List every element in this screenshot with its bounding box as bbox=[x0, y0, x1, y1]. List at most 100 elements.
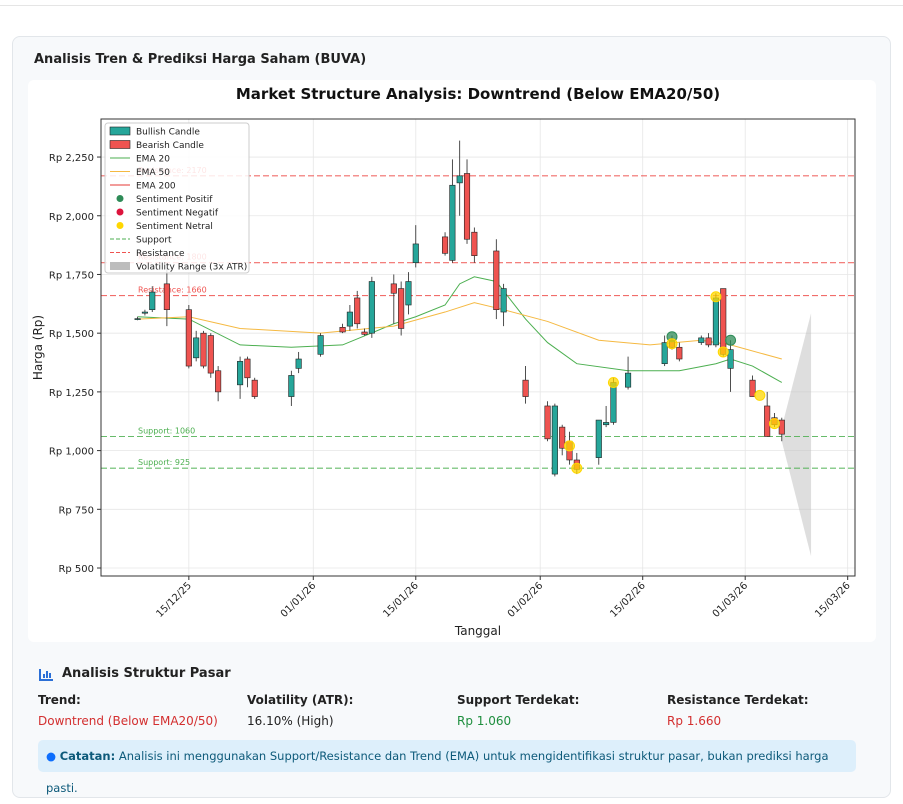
y-tick-label: Rp 1,000 bbox=[49, 447, 94, 458]
item-value: Rp 1.060 bbox=[457, 714, 512, 728]
y-tick-label: Rp 2,250 bbox=[49, 153, 94, 164]
level-label: Support: 1060 bbox=[138, 427, 195, 436]
legend-box bbox=[104, 122, 250, 274]
candle-body bbox=[368, 281, 375, 334]
level-label: Support: 925 bbox=[138, 458, 190, 467]
candle-body bbox=[163, 283, 170, 310]
candle-body bbox=[361, 331, 368, 335]
candle-body bbox=[603, 422, 610, 426]
candle-body bbox=[215, 370, 222, 393]
candle-body bbox=[720, 288, 727, 355]
legend-swatch bbox=[116, 222, 124, 229]
chart: Market Structure Analysis: Downtrend (Be… bbox=[31, 85, 856, 638]
candle-body bbox=[295, 358, 302, 369]
legend-label: Bearish Candle bbox=[136, 141, 204, 151]
candle-body bbox=[339, 327, 346, 333]
legend-label: EMA 50 bbox=[136, 168, 170, 178]
x-tick-label: 15/01/26 bbox=[381, 580, 421, 620]
y-tick-label: Rp 750 bbox=[58, 505, 94, 516]
x-tick-label: 15/03/26 bbox=[813, 580, 853, 620]
legend-label: Volatility Range (3x ATR) bbox=[136, 263, 247, 273]
y-tick-label: Rp 1,250 bbox=[49, 388, 94, 399]
item-value: Downtrend (Below EMA20/50) bbox=[38, 714, 218, 728]
plot-frame bbox=[100, 118, 856, 577]
analysis-heading: Analisis Struktur Pasar bbox=[62, 666, 231, 681]
candle-body bbox=[559, 426, 566, 449]
candle-body bbox=[727, 349, 734, 369]
candle-body bbox=[456, 175, 463, 184]
y-tick-label: Rp 1,500 bbox=[49, 329, 94, 340]
legend-swatch bbox=[109, 140, 131, 149]
candle-body bbox=[625, 372, 632, 388]
chart-icon bbox=[39, 669, 53, 681]
sentiment-marker bbox=[666, 338, 678, 350]
candle-body bbox=[661, 342, 668, 365]
x-tick-label: 15/12/25 bbox=[154, 580, 194, 620]
item-label: Resistance Terdekat: bbox=[667, 693, 809, 707]
item-value: Rp 1.660 bbox=[667, 714, 722, 728]
x-tick-label: 15/02/26 bbox=[608, 580, 648, 620]
candle-body bbox=[610, 382, 617, 423]
x-tick-label: 01/02/26 bbox=[506, 580, 546, 620]
candle-body bbox=[149, 291, 156, 310]
ema-line bbox=[137, 302, 782, 360]
item-value: 16.10% (High) bbox=[247, 714, 334, 728]
note-label: Catatan: bbox=[59, 749, 116, 763]
candle-body bbox=[141, 311, 148, 314]
candle-body bbox=[764, 405, 771, 437]
legend-label: Bullish Candle bbox=[136, 128, 200, 138]
candle-body bbox=[463, 173, 471, 240]
candle-body bbox=[200, 332, 207, 367]
candle-body bbox=[193, 337, 200, 359]
level-label: Resistance: 1660 bbox=[138, 286, 207, 295]
sentiment-marker bbox=[754, 389, 766, 401]
y-tick-label: Rp 1,750 bbox=[49, 270, 94, 281]
y-tick-label: Rp 2,000 bbox=[49, 212, 94, 223]
candle-body bbox=[288, 375, 295, 397]
legend: Bullish Candle Bearish Candle EMA 20 EMA 50… bbox=[104, 122, 250, 274]
note-text: Analisis ini menggunakan Support/Resista… bbox=[46, 749, 829, 795]
note: ● Catatan: Analisis ini menggunakan Supp… bbox=[38, 740, 856, 795]
candle-body bbox=[244, 358, 251, 379]
legend-label: Resistance bbox=[136, 249, 185, 259]
candle-body bbox=[207, 335, 214, 374]
sentiment-marker bbox=[564, 440, 576, 452]
legend-swatch bbox=[116, 208, 124, 216]
candle-body bbox=[251, 379, 258, 397]
candle-body bbox=[698, 337, 705, 343]
legend-swatch bbox=[110, 262, 130, 270]
candle-body bbox=[317, 335, 324, 355]
candle-body bbox=[522, 379, 529, 397]
legend-label: EMA 20 bbox=[136, 155, 170, 165]
legend-swatch bbox=[109, 126, 131, 136]
item-label: Support Terdekat: bbox=[457, 693, 580, 707]
candle-body bbox=[705, 337, 712, 346]
sentiment-marker bbox=[768, 418, 780, 430]
legend-label: Support bbox=[136, 236, 172, 246]
candle-body bbox=[405, 281, 412, 306]
volatility-range bbox=[781, 313, 812, 557]
y-tick-label: Rp 500 bbox=[58, 564, 94, 575]
card-title: Analisis Tren & Prediksi Harga Saham (BU… bbox=[34, 52, 367, 67]
candle-body bbox=[185, 309, 192, 367]
candle-body bbox=[595, 419, 602, 458]
candle-body bbox=[676, 346, 683, 360]
candle-body bbox=[442, 236, 449, 254]
x-axis-label: Tanggal bbox=[454, 624, 501, 638]
sentiment-marker bbox=[607, 376, 619, 388]
y-axis-label: Harga (Rp) bbox=[31, 315, 45, 380]
candle-body bbox=[712, 297, 719, 346]
candle-body bbox=[544, 405, 551, 440]
legend-swatch bbox=[116, 195, 124, 202]
item-label: Trend: bbox=[38, 693, 81, 707]
ema-line bbox=[137, 276, 783, 383]
legend-label: Sentiment Negatif bbox=[136, 209, 219, 219]
divider bbox=[0, 5, 903, 6]
candle-body bbox=[346, 311, 353, 327]
candle-body bbox=[237, 361, 244, 386]
sentiment-marker bbox=[571, 462, 583, 474]
candle-body bbox=[398, 288, 405, 329]
x-tick-label: 01/01/26 bbox=[279, 580, 319, 620]
candle-body bbox=[471, 231, 478, 256]
